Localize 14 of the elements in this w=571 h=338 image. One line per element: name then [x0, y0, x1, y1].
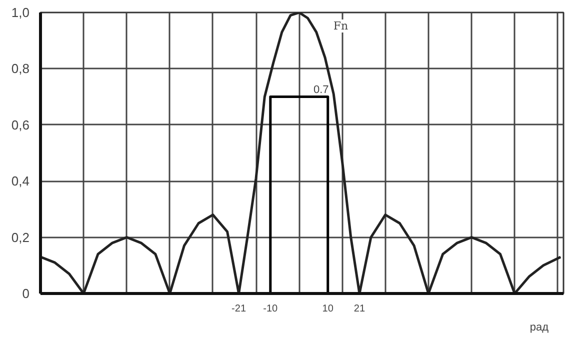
y-tick-label: 0,6: [11, 117, 30, 132]
y-tick-label: 1,0: [11, 5, 30, 20]
x-tick-label: -21: [232, 304, 246, 314]
y-tick-label: 0,8: [11, 61, 30, 76]
annotation: 0.7: [313, 84, 329, 96]
line-series: [40, 12, 562, 294]
x-tick-label: 10: [322, 304, 334, 314]
y-tick-label: 0,2: [11, 230, 30, 245]
y-tick-label: 0: [22, 286, 30, 301]
y-tick-label: 0,4: [11, 174, 30, 189]
x-tick-label: 21: [354, 304, 366, 314]
annotation: Fn: [333, 20, 348, 32]
x-tick-label: -10: [263, 304, 278, 314]
x-axis-title: рад: [530, 322, 550, 334]
